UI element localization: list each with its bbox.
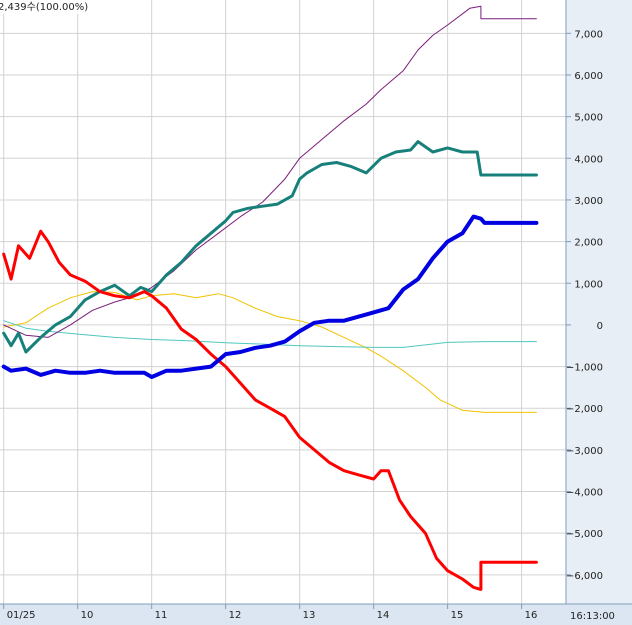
y-tick-label: 6,000 (574, 71, 603, 82)
time-readout: 16:13:00 (570, 611, 615, 622)
y-tick-label: −2,000 (566, 404, 603, 415)
legend-text: 2,439수(100.00%) (0, 1, 88, 13)
x-tick-label: 15 (451, 610, 464, 621)
x-tick-label: 16 (525, 610, 538, 621)
x-axis-panel (0, 604, 632, 625)
y-tick-label: 7,000 (574, 29, 603, 40)
x-tick-label: 11 (155, 610, 168, 621)
y-tick-label: 3,000 (574, 196, 603, 207)
y-tick-label: −1,000 (566, 363, 603, 374)
y-tick-label: 2,000 (574, 238, 603, 249)
y-tick-label: 5,000 (574, 113, 603, 124)
x-tick-label: 12 (229, 610, 242, 621)
y-tick-label: 4,000 (574, 154, 603, 165)
x-tick-label: 01/25 (7, 610, 36, 621)
y-axis-panel (566, 0, 632, 625)
series-line-3 (3, 5, 537, 338)
series-line-6 (1, 214, 539, 379)
y-tick-label: −4,000 (566, 488, 603, 499)
x-axis-ticks: 01/25 10 11 12 13 14 15 16 (3, 604, 538, 621)
x-tick-label: 13 (303, 610, 316, 621)
grid-lines (0, 0, 566, 604)
x-tick-label: 14 (377, 610, 390, 621)
y-tick-label: −5,000 (566, 529, 603, 540)
series-layer (1, 5, 539, 591)
y-tick-label: −6,000 (566, 571, 603, 582)
y-tick-label: 0 (597, 321, 603, 332)
series-line-5 (2, 229, 538, 591)
legend-background (0, 0, 95, 14)
y-axis-ticks: 7,000 6,000 5,000 4,000 3,000 2,000 1,000 0 −1,0… (566, 29, 603, 582)
y-tick-label: −3,000 (566, 446, 603, 457)
y-tick-label: 1,000 (574, 279, 603, 290)
series-line-1 (3, 291, 537, 413)
series-line-2 (3, 320, 537, 348)
series-line-4 (2, 140, 538, 354)
x-tick-label: 10 (81, 610, 94, 621)
